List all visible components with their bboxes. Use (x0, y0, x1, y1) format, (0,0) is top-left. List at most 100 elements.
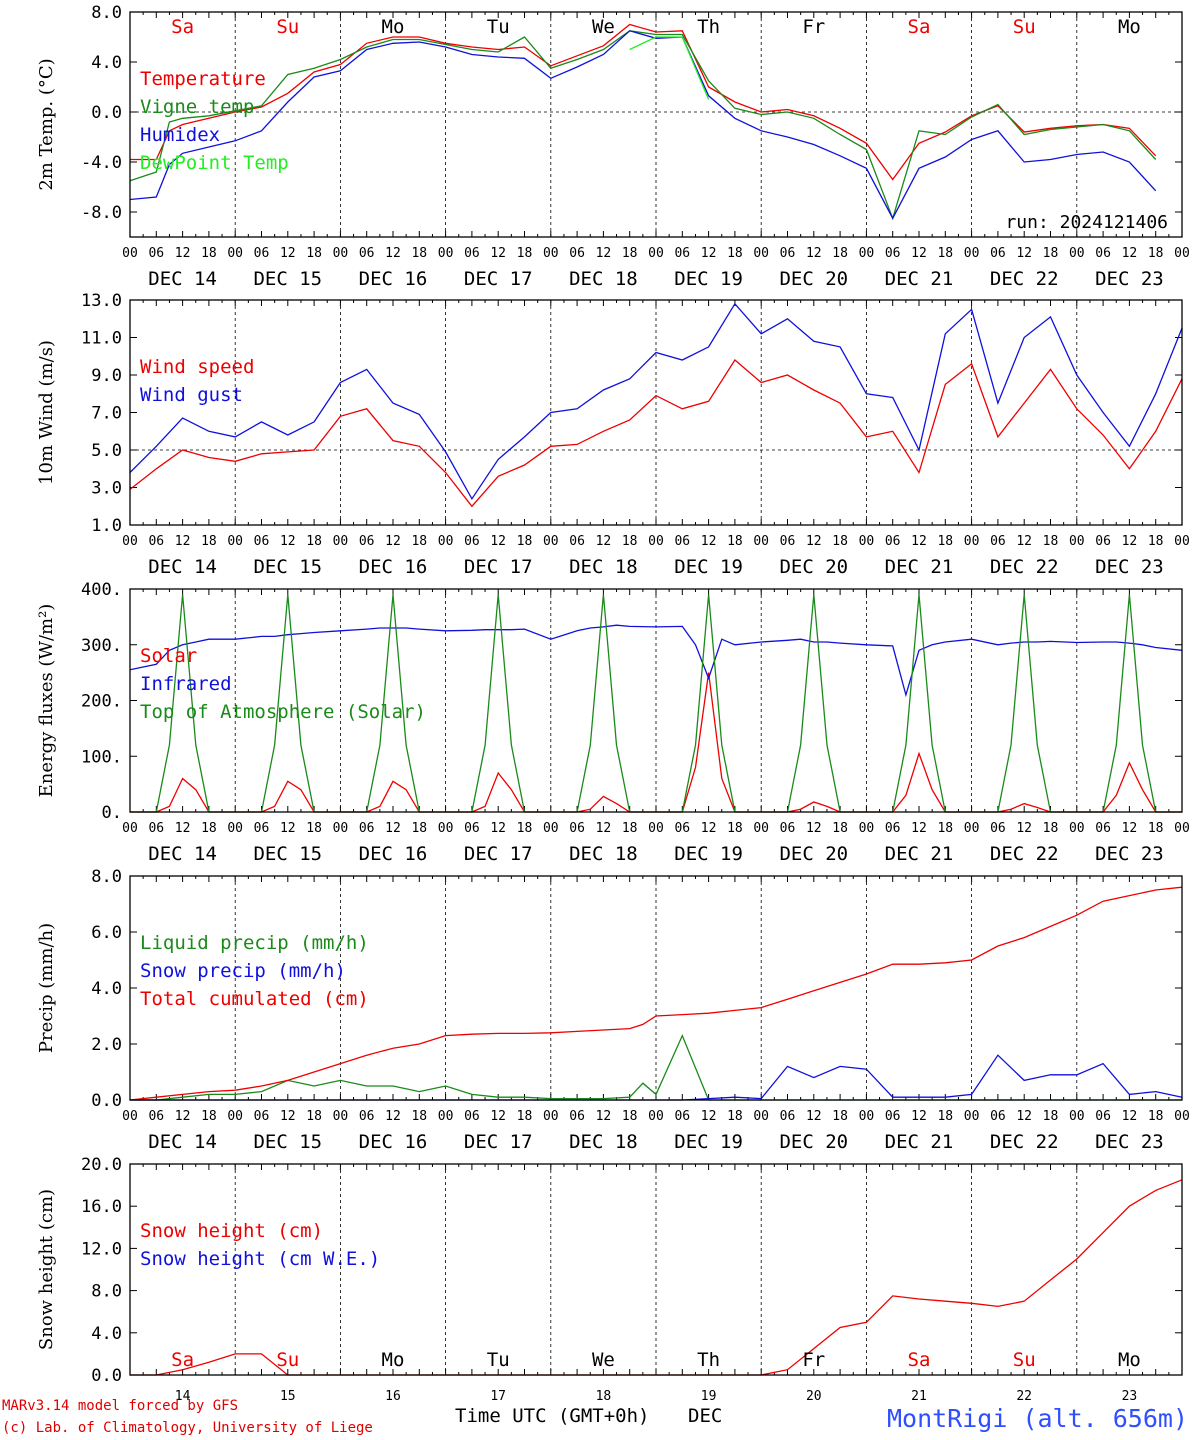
x-hour-label: 18 (832, 821, 848, 836)
x-day-label: DEC 23 (1095, 268, 1164, 290)
x-hour-label: 12 (806, 821, 822, 836)
y-tick-label: -4.0 (81, 153, 122, 173)
x-hour-label: 06 (674, 1109, 690, 1124)
x-hour-label: 06 (1095, 246, 1111, 261)
x-hour-label: 06 (780, 534, 796, 549)
x-day-label: DEC 20 (779, 1131, 848, 1153)
x-hour-label: 06 (885, 821, 901, 836)
x-hour-label: 18 (1043, 821, 1059, 836)
x-hour-label: 00 (333, 821, 349, 836)
x-day-label: DEC 21 (885, 1131, 954, 1153)
legend-entry: Top of Atmosphere (Solar) (140, 701, 426, 723)
x-hour-label: 12 (385, 246, 401, 261)
x-hour-label: 06 (990, 246, 1006, 261)
x-hour-label: 18 (937, 534, 953, 549)
x-hour-label: 12 (385, 821, 401, 836)
x-day-label: DEC 19 (674, 843, 743, 865)
x-hour-label: 00 (333, 534, 349, 549)
x-hour-label: 12 (175, 534, 191, 549)
x-hour-label: 00 (753, 534, 769, 549)
x-hour-label: 00 (122, 534, 138, 549)
x-day-label: DEC 14 (148, 556, 217, 578)
legend-entry: Total cumulated (cm) (140, 988, 369, 1010)
x-hour-label: 00 (753, 821, 769, 836)
y-tick-label: 20.0 (81, 1155, 122, 1175)
x-hour-label: 00 (227, 534, 243, 549)
x-hour-label: 12 (806, 1109, 822, 1124)
x-hour-label: 18 (306, 246, 322, 261)
x-hour-label: 18 (727, 821, 743, 836)
x-hour-label: 00 (122, 246, 138, 261)
x-hour-label: 12 (175, 1109, 191, 1124)
x-hour-label: 18 (832, 246, 848, 261)
y-tick-label: 5.0 (91, 441, 122, 461)
x-hour-label: 12 (911, 1109, 927, 1124)
y-tick-label: 4.0 (91, 53, 122, 73)
x-day-label: DEC 22 (990, 556, 1059, 578)
x-hour-label: 18 (201, 821, 217, 836)
x-day-label: DEC 18 (569, 268, 638, 290)
y-tick-label: 9.0 (91, 366, 122, 386)
x-hour-label: 12 (280, 821, 296, 836)
x-day-label: DEC 18 (569, 556, 638, 578)
x-hour-label: 18 (1148, 821, 1164, 836)
x-hour-label: 06 (254, 534, 270, 549)
x-day-label: DEC 20 (779, 268, 848, 290)
x-hour-label: 12 (596, 534, 612, 549)
day-number-label: 21 (911, 1389, 927, 1404)
y-axis-label: Snow height (cm) (36, 1189, 57, 1350)
credit-lab: (c) Lab. of Climatology, University of L… (2, 1420, 373, 1436)
x-hour-label: 12 (911, 246, 927, 261)
x-hour-label: 18 (622, 1109, 638, 1124)
x-day-label: DEC 17 (464, 843, 533, 865)
x-hour-label: 12 (911, 534, 927, 549)
x-hour-label: 00 (438, 1109, 454, 1124)
x-day-label: DEC 20 (779, 556, 848, 578)
x-hour-label: 00 (333, 246, 349, 261)
panel-2 (129, 299, 1183, 526)
x-hour-label: 18 (306, 534, 322, 549)
x-hour-label: 18 (517, 1109, 533, 1124)
x-hour-label: 18 (832, 534, 848, 549)
legend-entry: Wind speed (140, 356, 254, 378)
weekday-label-top: Mo (1118, 16, 1141, 38)
x-hour-label: 18 (727, 534, 743, 549)
x-hour-label: 00 (859, 246, 875, 261)
x-hour-label: 12 (385, 534, 401, 549)
x-hour-label: 12 (175, 821, 191, 836)
y-tick-label: 300. (81, 636, 122, 656)
x-day-label: DEC 17 (464, 1131, 533, 1153)
series-line (129, 30, 1157, 221)
x-day-label: DEC 20 (779, 843, 848, 865)
x-hour-label: 12 (806, 534, 822, 549)
y-tick-label: 12.0 (81, 1239, 122, 1259)
weekday-label-top: Su (1013, 16, 1036, 38)
weekday-label-bottom: Sa (171, 1349, 194, 1371)
y-tick-label: 0. (102, 803, 122, 823)
x-hour-label: 12 (1122, 246, 1138, 261)
x-hour-label: 06 (254, 246, 270, 261)
x-hour-label: 12 (596, 246, 612, 261)
x-day-label: DEC 14 (148, 268, 217, 290)
x-hour-label: 12 (280, 534, 296, 549)
x-hour-label: 12 (1122, 534, 1138, 549)
legend-entry: DewPoint Temp (140, 152, 289, 174)
series-line (129, 359, 1183, 508)
series-line (129, 886, 1183, 1101)
x-hour-label: 06 (148, 534, 164, 549)
x-hour-label: 00 (438, 246, 454, 261)
x-hour-label: 00 (543, 821, 559, 836)
x-hour-label: 00 (1069, 246, 1085, 261)
panel-4 (129, 875, 1183, 1101)
x-hour-label: 12 (1122, 821, 1138, 836)
x-hour-label: 18 (937, 246, 953, 261)
x-hour-label: 06 (674, 821, 690, 836)
y-tick-label: -8.0 (81, 203, 122, 223)
x-hour-label: 18 (306, 821, 322, 836)
x-hour-label: 06 (148, 821, 164, 836)
legend-entry: Snow height (cm) (140, 1220, 323, 1242)
x-hour-label: 18 (1148, 1109, 1164, 1124)
weekday-label-top: Tu (487, 16, 510, 38)
x-hour-label: 18 (411, 1109, 427, 1124)
